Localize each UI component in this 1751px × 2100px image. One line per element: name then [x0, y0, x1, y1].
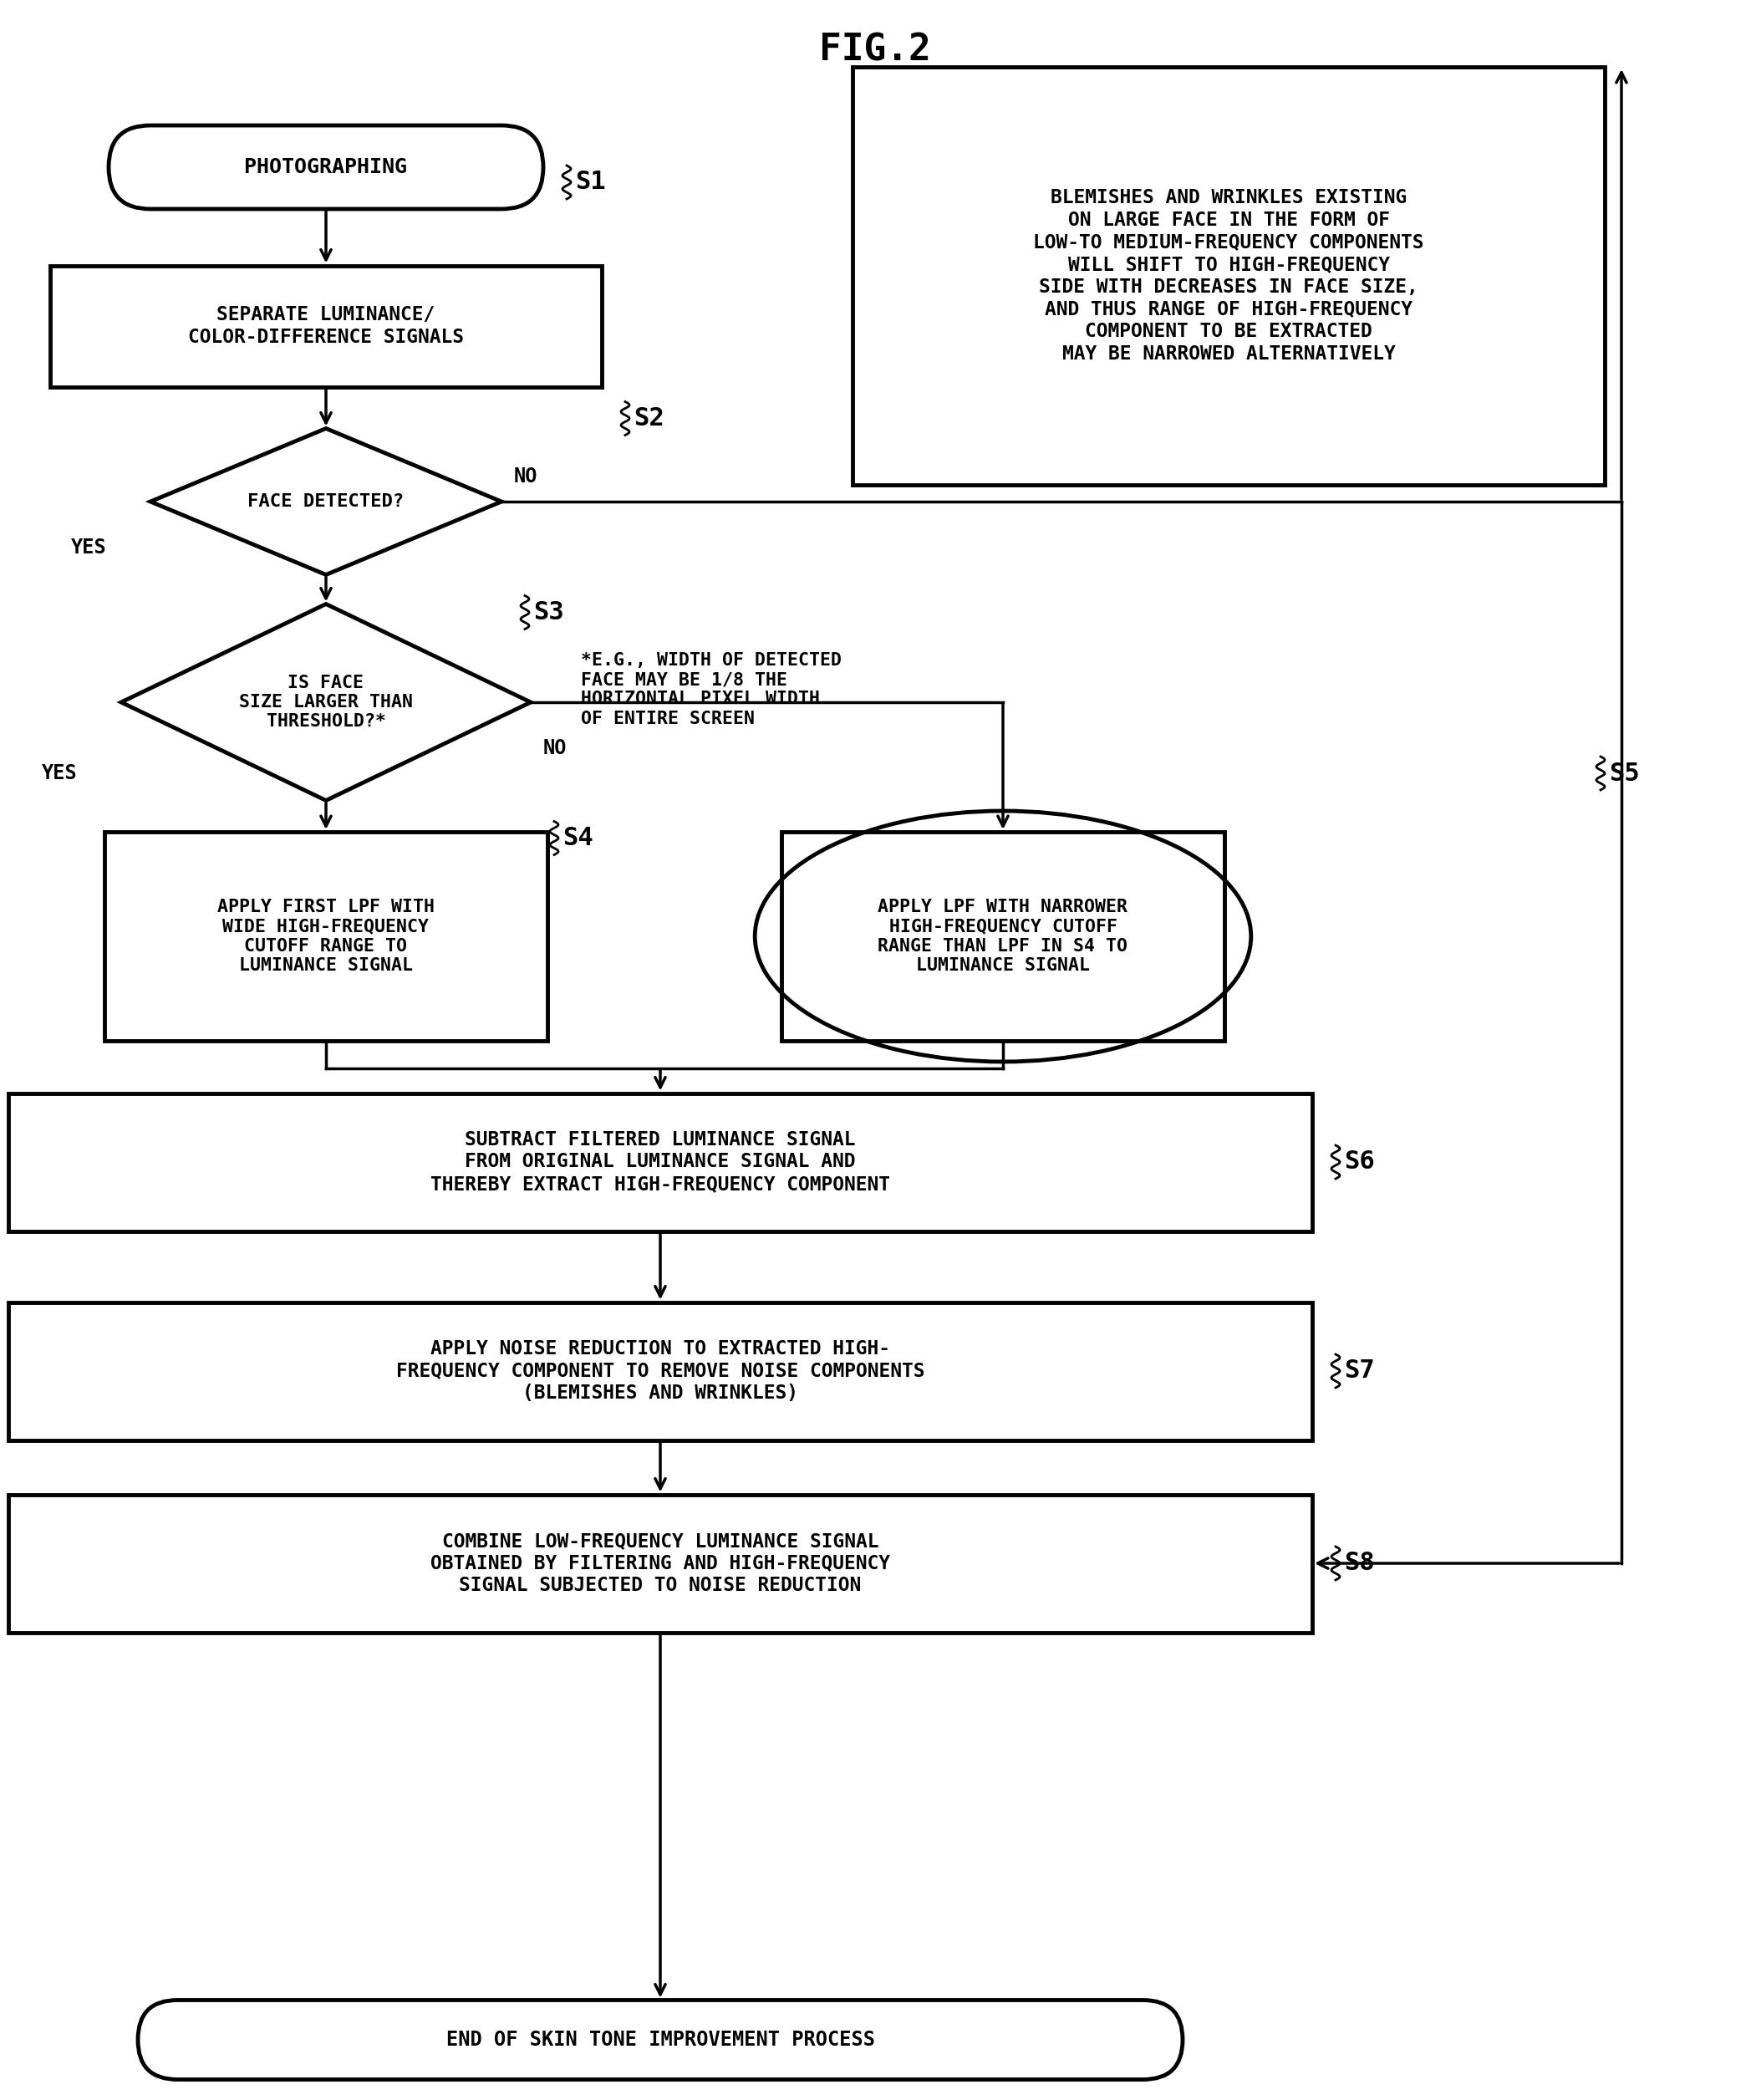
- Polygon shape: [121, 605, 531, 800]
- Text: S1: S1: [574, 170, 606, 195]
- Text: SEPARATE LUMINANCE/
COLOR-DIFFERENCE SIGNALS: SEPARATE LUMINANCE/ COLOR-DIFFERENCE SIG…: [187, 304, 464, 346]
- FancyBboxPatch shape: [781, 832, 1224, 1042]
- Text: SUBTRACT FILTERED LUMINANCE SIGNAL
FROM ORIGINAL LUMINANCE SIGNAL AND
THEREBY EX: SUBTRACT FILTERED LUMINANCE SIGNAL FROM …: [431, 1130, 890, 1195]
- FancyBboxPatch shape: [9, 1495, 1311, 1632]
- FancyBboxPatch shape: [9, 1094, 1311, 1231]
- Text: S3: S3: [534, 601, 564, 624]
- Text: FIG.2: FIG.2: [819, 32, 932, 67]
- Text: YES: YES: [72, 538, 107, 559]
- FancyBboxPatch shape: [51, 265, 602, 386]
- Text: APPLY FIRST LPF WITH
WIDE HIGH-FREQUENCY
CUTOFF RANGE TO
LUMINANCE SIGNAL: APPLY FIRST LPF WITH WIDE HIGH-FREQUENCY…: [217, 899, 434, 974]
- FancyBboxPatch shape: [138, 1999, 1182, 2079]
- Text: PHOTOGRAPHING: PHOTOGRAPHING: [245, 158, 408, 176]
- Text: NO: NO: [543, 739, 567, 758]
- FancyBboxPatch shape: [853, 67, 1604, 485]
- Text: COMBINE LOW-FREQUENCY LUMINANCE SIGNAL
OBTAINED BY FILTERING AND HIGH-FREQUENCY
: COMBINE LOW-FREQUENCY LUMINANCE SIGNAL O…: [431, 1531, 890, 1596]
- FancyBboxPatch shape: [105, 832, 548, 1042]
- Text: S7: S7: [1345, 1359, 1375, 1384]
- Text: *E.G., WIDTH OF DETECTED
FACE MAY BE 1/8 THE
HORIZONTAL PIXEL WIDTH
OF ENTIRE SC: *E.G., WIDTH OF DETECTED FACE MAY BE 1/8…: [581, 653, 842, 727]
- Text: APPLY NOISE REDUCTION TO EXTRACTED HIGH-
FREQUENCY COMPONENT TO REMOVE NOISE COM: APPLY NOISE REDUCTION TO EXTRACTED HIGH-…: [396, 1340, 925, 1403]
- Text: S8: S8: [1345, 1552, 1375, 1575]
- Polygon shape: [151, 428, 501, 575]
- Text: S4: S4: [562, 825, 594, 850]
- FancyBboxPatch shape: [109, 126, 543, 210]
- Text: BLEMISHES AND WRINKLES EXISTING
ON LARGE FACE IN THE FORM OF
LOW-TO MEDIUM-FREQU: BLEMISHES AND WRINKLES EXISTING ON LARGE…: [1033, 189, 1424, 363]
- Text: S2: S2: [634, 405, 664, 430]
- Text: NO: NO: [515, 466, 538, 487]
- Text: APPLY LPF WITH NARROWER
HIGH-FREQUENCY CUTOFF
RANGE THAN LPF IN S4 TO
LUMINANCE : APPLY LPF WITH NARROWER HIGH-FREQUENCY C…: [877, 899, 1128, 974]
- Text: FACE DETECTED?: FACE DETECTED?: [247, 493, 404, 510]
- Text: S6: S6: [1345, 1151, 1375, 1174]
- Text: END OF SKIN TONE IMPROVEMENT PROCESS: END OF SKIN TONE IMPROVEMENT PROCESS: [447, 2031, 876, 2050]
- Text: YES: YES: [42, 762, 77, 783]
- Text: S5: S5: [1609, 760, 1639, 785]
- FancyBboxPatch shape: [9, 1302, 1311, 1441]
- Text: IS FACE
SIZE LARGER THAN
THRESHOLD?*: IS FACE SIZE LARGER THAN THRESHOLD?*: [240, 674, 413, 731]
